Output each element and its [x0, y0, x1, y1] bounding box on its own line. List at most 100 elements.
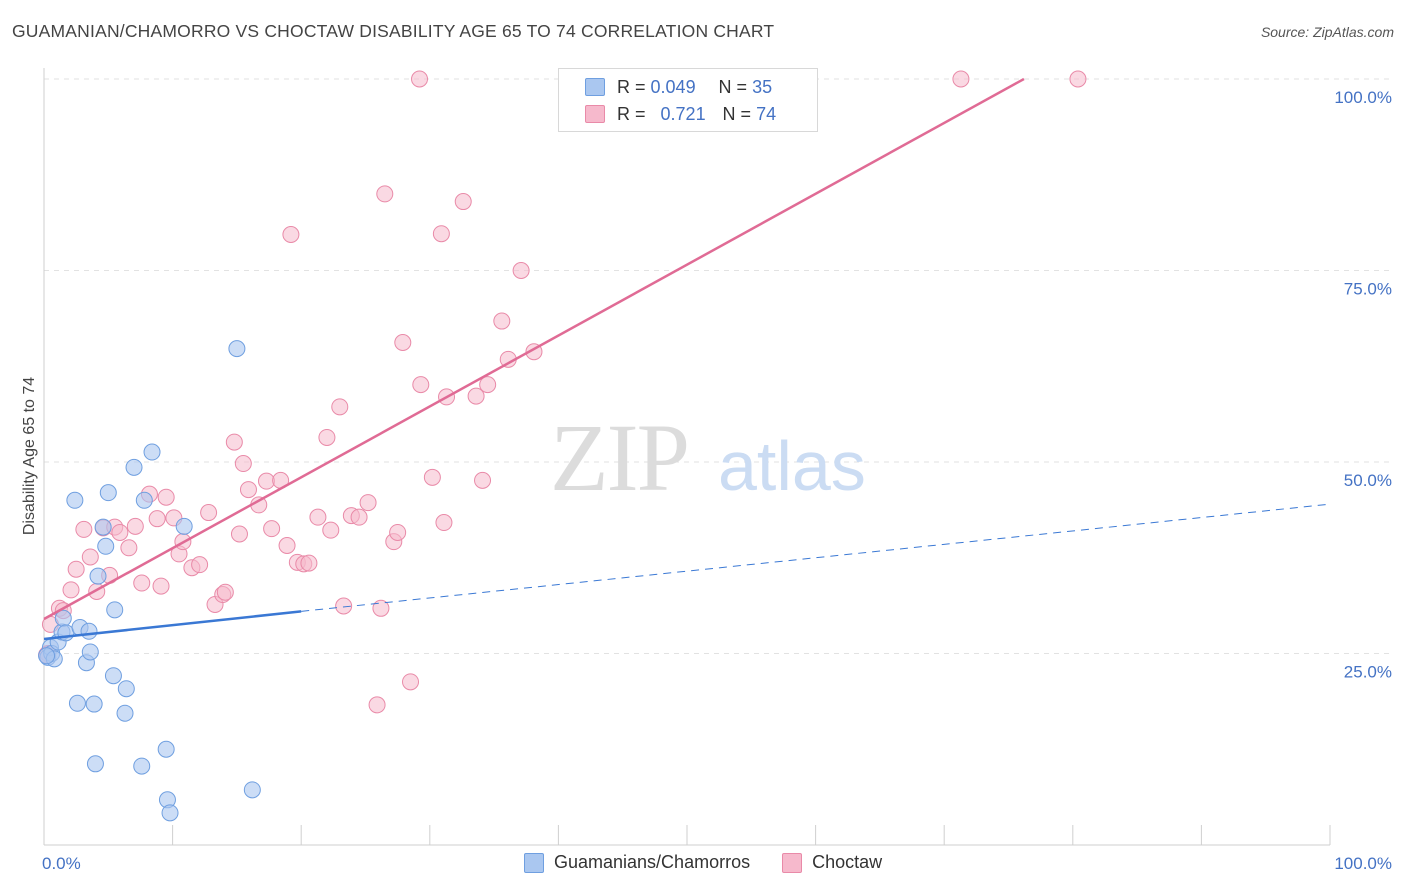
choctaw-point — [411, 70, 429, 88]
choctaw-point — [423, 468, 441, 486]
choctaw-trend-line — [43, 77, 1025, 621]
trend-lines — [43, 77, 1331, 641]
guamanian-point — [68, 694, 86, 712]
choctaw-point — [454, 193, 472, 211]
y-tick-label: 25.0% — [1344, 663, 1392, 682]
choctaw-point — [394, 334, 412, 352]
watermark-atlas: atlas — [718, 427, 866, 505]
series-label-guamanian: Guamanians/Chamorros — [554, 852, 751, 872]
guamanian-point — [38, 647, 56, 665]
guamanian-point — [94, 518, 112, 536]
choctaw-point — [435, 514, 453, 532]
guamanian-point — [80, 622, 98, 640]
choctaw-point — [412, 376, 430, 394]
choctaw-point — [81, 548, 99, 566]
legend-n-value: 35 — [752, 76, 773, 97]
choctaw-point — [263, 520, 281, 538]
x-tick-label: 0.0% — [42, 854, 81, 873]
guamanian-point — [135, 491, 153, 509]
choctaw-point — [479, 376, 497, 394]
guamanian-point — [133, 757, 151, 775]
choctaw-point — [322, 521, 340, 539]
legend-r-label: R = — [617, 76, 646, 97]
choctaw-point — [75, 520, 93, 538]
choctaw-point — [152, 577, 170, 595]
choctaw-points — [38, 70, 1087, 714]
choctaw-point — [1069, 70, 1087, 88]
legend-n-label: N = — [718, 76, 748, 97]
guamanian-point — [117, 680, 135, 698]
choctaw-point — [372, 599, 390, 617]
choctaw-point — [335, 597, 353, 615]
guamanian-point — [104, 667, 122, 685]
series-legend: Guamanians/Chamorros Choctaw — [524, 852, 882, 873]
choctaw-point — [300, 554, 318, 572]
guamanian-point — [97, 537, 115, 555]
choctaw-point — [467, 387, 485, 405]
choctaw-point — [216, 583, 234, 601]
y-tick-label: 75.0% — [1344, 280, 1392, 299]
y-axis-label: Disability Age 65 to 74 — [21, 377, 38, 535]
choctaw-point — [331, 398, 349, 416]
choctaw-point — [191, 556, 209, 574]
guamanian-point — [86, 755, 104, 773]
stats-legend: R = 0.049 N = 35 R = 0.721 N = 74 — [558, 68, 818, 132]
choctaw-point — [474, 471, 492, 489]
choctaw-point — [126, 517, 144, 535]
guamanian-point — [161, 804, 179, 822]
choctaw-point — [376, 185, 394, 203]
series-swatch-choctaw — [782, 852, 803, 873]
choctaw-point — [111, 523, 129, 541]
guamanian-point — [85, 695, 103, 713]
guamanian-points — [38, 340, 261, 822]
guamanian-point — [143, 443, 161, 461]
choctaw-point — [318, 428, 336, 446]
chart-title: GUAMANIAN/CHAMORRO VS CHOCTAW DISABILITY… — [12, 21, 775, 41]
choctaw-point — [230, 525, 248, 543]
choctaw-point — [157, 488, 175, 506]
legend-n-value: 74 — [756, 103, 777, 124]
guamanian-point — [66, 491, 84, 509]
legend-r-value: 0.721 — [660, 103, 706, 124]
guamanian-point — [106, 601, 124, 619]
watermark-zip: ZIP — [550, 404, 688, 511]
guamanian-point — [157, 740, 175, 758]
guamanian-point — [81, 643, 99, 661]
choctaw-point — [239, 481, 257, 499]
choctaw-point — [389, 523, 407, 541]
legend-swatch-pink — [585, 105, 605, 123]
legend-row-guamanian: R = 0.049 N = 35 — [585, 75, 772, 99]
choctaw-point — [368, 696, 386, 714]
guamanian-point — [89, 567, 107, 585]
legend-n-label: N = — [722, 103, 752, 124]
legend-row-choctaw: R = 0.721 N = 74 — [585, 102, 776, 126]
choctaw-point — [225, 433, 243, 451]
choctaw-point — [257, 472, 275, 490]
source-label: Source: ZipAtlas.com — [1260, 24, 1394, 40]
guamanian-point — [99, 484, 117, 502]
choctaw-point — [402, 673, 420, 691]
y-tick-label: 50.0% — [1344, 471, 1392, 490]
choctaw-point — [67, 560, 85, 578]
choctaw-point — [350, 508, 368, 526]
guamanian-trend-dashed — [301, 503, 1331, 612]
guamanian-point — [116, 704, 134, 722]
tick-labels: 25.0% 50.0% 75.0% 100.0% 0.0% 100.0% — [42, 88, 1392, 873]
choctaw-point — [133, 574, 151, 592]
y-tick-label: 100.0% — [1334, 88, 1392, 107]
gridlines — [43, 78, 1390, 845]
watermark: ZIP atlas — [550, 404, 866, 511]
legend-swatch-blue — [585, 78, 605, 96]
choctaw-point — [512, 262, 530, 279]
legend-r-label: R = — [617, 103, 646, 124]
x-tick-label: 100.0% — [1334, 854, 1392, 873]
choctaw-point — [234, 455, 252, 473]
choctaw-point — [432, 225, 450, 243]
legend-r-value: 0.049 — [650, 76, 696, 97]
choctaw-point — [359, 494, 377, 512]
choctaw-point — [493, 312, 511, 330]
choctaw-point — [952, 70, 970, 88]
guamanian-trend-line — [43, 610, 302, 641]
series-swatch-guamanian — [524, 852, 544, 873]
